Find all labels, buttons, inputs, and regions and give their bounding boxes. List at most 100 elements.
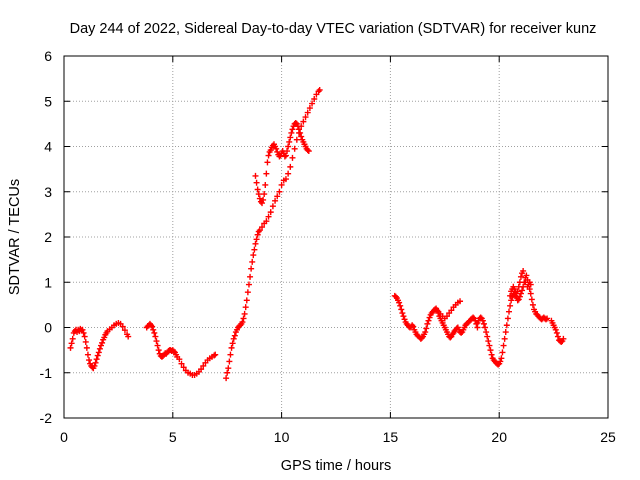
- data-point: [423, 325, 430, 332]
- data-point: [519, 287, 526, 294]
- data-point: [458, 329, 465, 336]
- data-point: [298, 133, 305, 140]
- data-point: [86, 357, 93, 364]
- data-point: [274, 148, 281, 155]
- x-tick-label: 25: [600, 429, 616, 445]
- data-point: [309, 100, 316, 107]
- data-point: [250, 252, 257, 259]
- data-point: [311, 95, 318, 102]
- data-point: [227, 351, 234, 358]
- data-point: [67, 344, 74, 351]
- data-point: [212, 351, 219, 358]
- data-point: [94, 352, 101, 359]
- data-point: [121, 327, 128, 334]
- data-point: [261, 191, 268, 198]
- data-point: [223, 375, 230, 382]
- data-point: [284, 148, 291, 155]
- data-point: [542, 316, 549, 323]
- data-point: [229, 340, 236, 347]
- data-point: [527, 281, 534, 288]
- data-point: [267, 147, 274, 154]
- data-point: [523, 272, 530, 279]
- data-point: [231, 332, 238, 339]
- data-point: [305, 148, 312, 155]
- data-point: [304, 147, 311, 154]
- data-point: [517, 273, 524, 280]
- y-tick-label: 4: [44, 139, 52, 155]
- data-point: [276, 153, 283, 160]
- data-point: [558, 338, 565, 345]
- data-point: [269, 203, 276, 210]
- data-point: [119, 323, 126, 330]
- data-point: [507, 302, 514, 309]
- data-point: [95, 349, 102, 356]
- data-point: [396, 299, 403, 306]
- y-tick-label: -2: [40, 410, 53, 426]
- data-point: [254, 186, 261, 193]
- data-point: [498, 355, 505, 362]
- data-point: [499, 349, 506, 356]
- data-point: [149, 323, 156, 330]
- data-point: [508, 297, 515, 304]
- axis-ticks: 0 5 10 15 20 25 -2 -1 0 1 2 3 4 5 6: [40, 48, 616, 445]
- data-point: [263, 218, 270, 225]
- data-point: [296, 126, 303, 133]
- data-point: [254, 231, 261, 238]
- data-point: [514, 288, 521, 295]
- data-point: [503, 322, 510, 329]
- data-point: [68, 340, 75, 347]
- data-point: [276, 188, 283, 195]
- data-point: [529, 301, 536, 308]
- data-point: [304, 109, 311, 116]
- data-point: [256, 195, 263, 202]
- data-point: [252, 240, 259, 247]
- data-point: [249, 258, 256, 265]
- data-point: [292, 119, 299, 126]
- data-point: [399, 310, 406, 317]
- data-point: [92, 359, 99, 366]
- data-point: [97, 342, 104, 349]
- data-point: [291, 145, 298, 152]
- data-point: [426, 314, 433, 321]
- data-point: [278, 181, 285, 188]
- data-point: [80, 329, 87, 336]
- data-point: [150, 326, 157, 333]
- data-point: [259, 200, 266, 207]
- data-point: [262, 181, 269, 188]
- data-point: [520, 267, 527, 274]
- data-point: [267, 209, 274, 216]
- data-point: [504, 315, 511, 322]
- y-tick-label: 5: [44, 93, 52, 109]
- data-point: [514, 297, 521, 304]
- data-point: [253, 236, 260, 243]
- data-point: [152, 333, 159, 340]
- data-point: [265, 152, 272, 159]
- data-point: [306, 105, 313, 112]
- data-point: [484, 333, 491, 340]
- data-point: [245, 281, 252, 288]
- data-point: [524, 283, 531, 290]
- data-point: [422, 329, 429, 336]
- grid: [64, 56, 608, 418]
- data-point: [176, 356, 183, 363]
- y-tick-label: 6: [44, 48, 52, 64]
- data-point: [293, 136, 300, 143]
- data-point: [425, 317, 432, 324]
- data-point: [397, 302, 404, 309]
- data-point: [83, 344, 90, 351]
- data-point: [448, 307, 455, 314]
- data-point: [287, 163, 294, 170]
- data-point: [443, 313, 450, 320]
- y-tick-label: 3: [44, 184, 52, 200]
- data-point: [289, 126, 296, 133]
- data-point: [260, 196, 267, 203]
- data-point: [497, 358, 504, 365]
- data-point: [282, 176, 289, 183]
- data-point: [482, 324, 489, 331]
- data-point: [483, 329, 490, 336]
- data-point: [302, 114, 309, 121]
- data-point: [528, 296, 535, 303]
- data-point: [240, 315, 247, 322]
- data-point: [200, 362, 207, 369]
